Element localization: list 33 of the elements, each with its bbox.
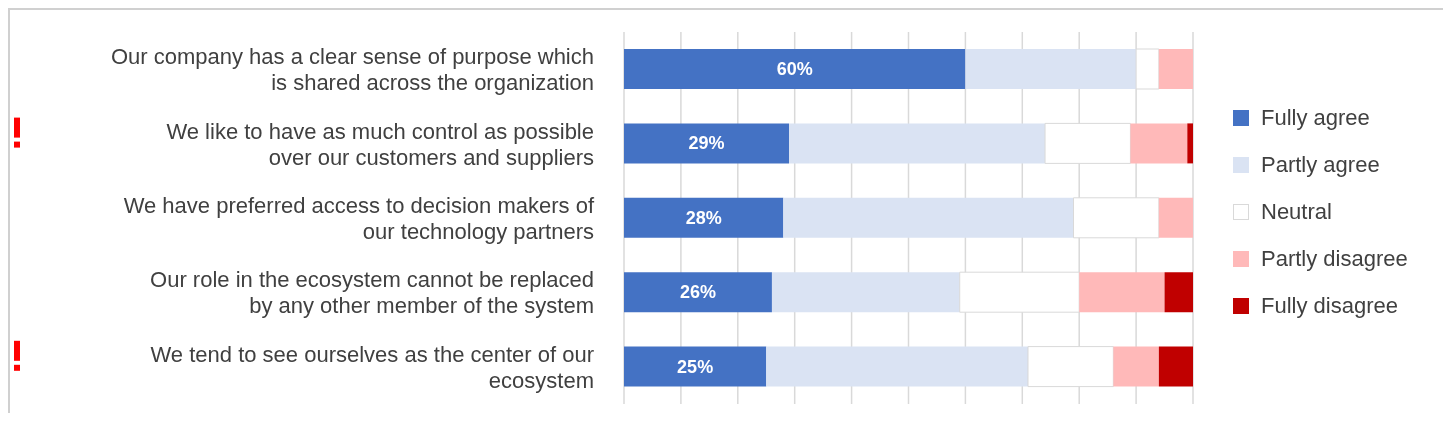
data-label: 28% [685,207,722,228]
legend-label: Partly agree [1261,151,1380,178]
data-label: 29% [688,133,725,154]
bar [1130,123,1188,164]
bar [1187,123,1193,164]
bar [624,272,772,313]
legend-label: Neutral [1261,198,1332,225]
legend-label: Fully agree [1261,104,1370,131]
bar [789,123,1046,164]
bar [624,346,767,387]
data-label: 60% [776,59,813,79]
y-tick-label: Our role in the ecosystem cannot be replaced by any other member of the system [150,266,594,318]
y-tick-label: We have preferred access to decision makers of our technology partners [123,192,595,244]
bar [624,197,784,238]
bar [965,49,1137,89]
bar [783,197,1074,238]
bar [1079,272,1165,313]
y-tick-label: Our company has a clear sense of purpose which is shared across the organization [110,43,594,95]
legend-label: Partly disagree [1261,245,1408,272]
y-tick-label: We like to have as much control as possible over our customers and suppliers [166,118,594,170]
bar [1158,346,1193,387]
bar [771,272,960,313]
bar [1164,272,1193,313]
y-tick-label: We tend to see ourselves as the center of our ecosystem [150,341,594,393]
bar [766,346,1028,387]
data-label: 25% [677,356,714,377]
bar [624,49,966,89]
legend-label: Fully disagree [1261,292,1398,319]
bar [1158,49,1193,89]
data-label: 26% [679,282,716,303]
bar [624,123,790,164]
bar [1113,346,1159,387]
bar [1158,197,1193,238]
